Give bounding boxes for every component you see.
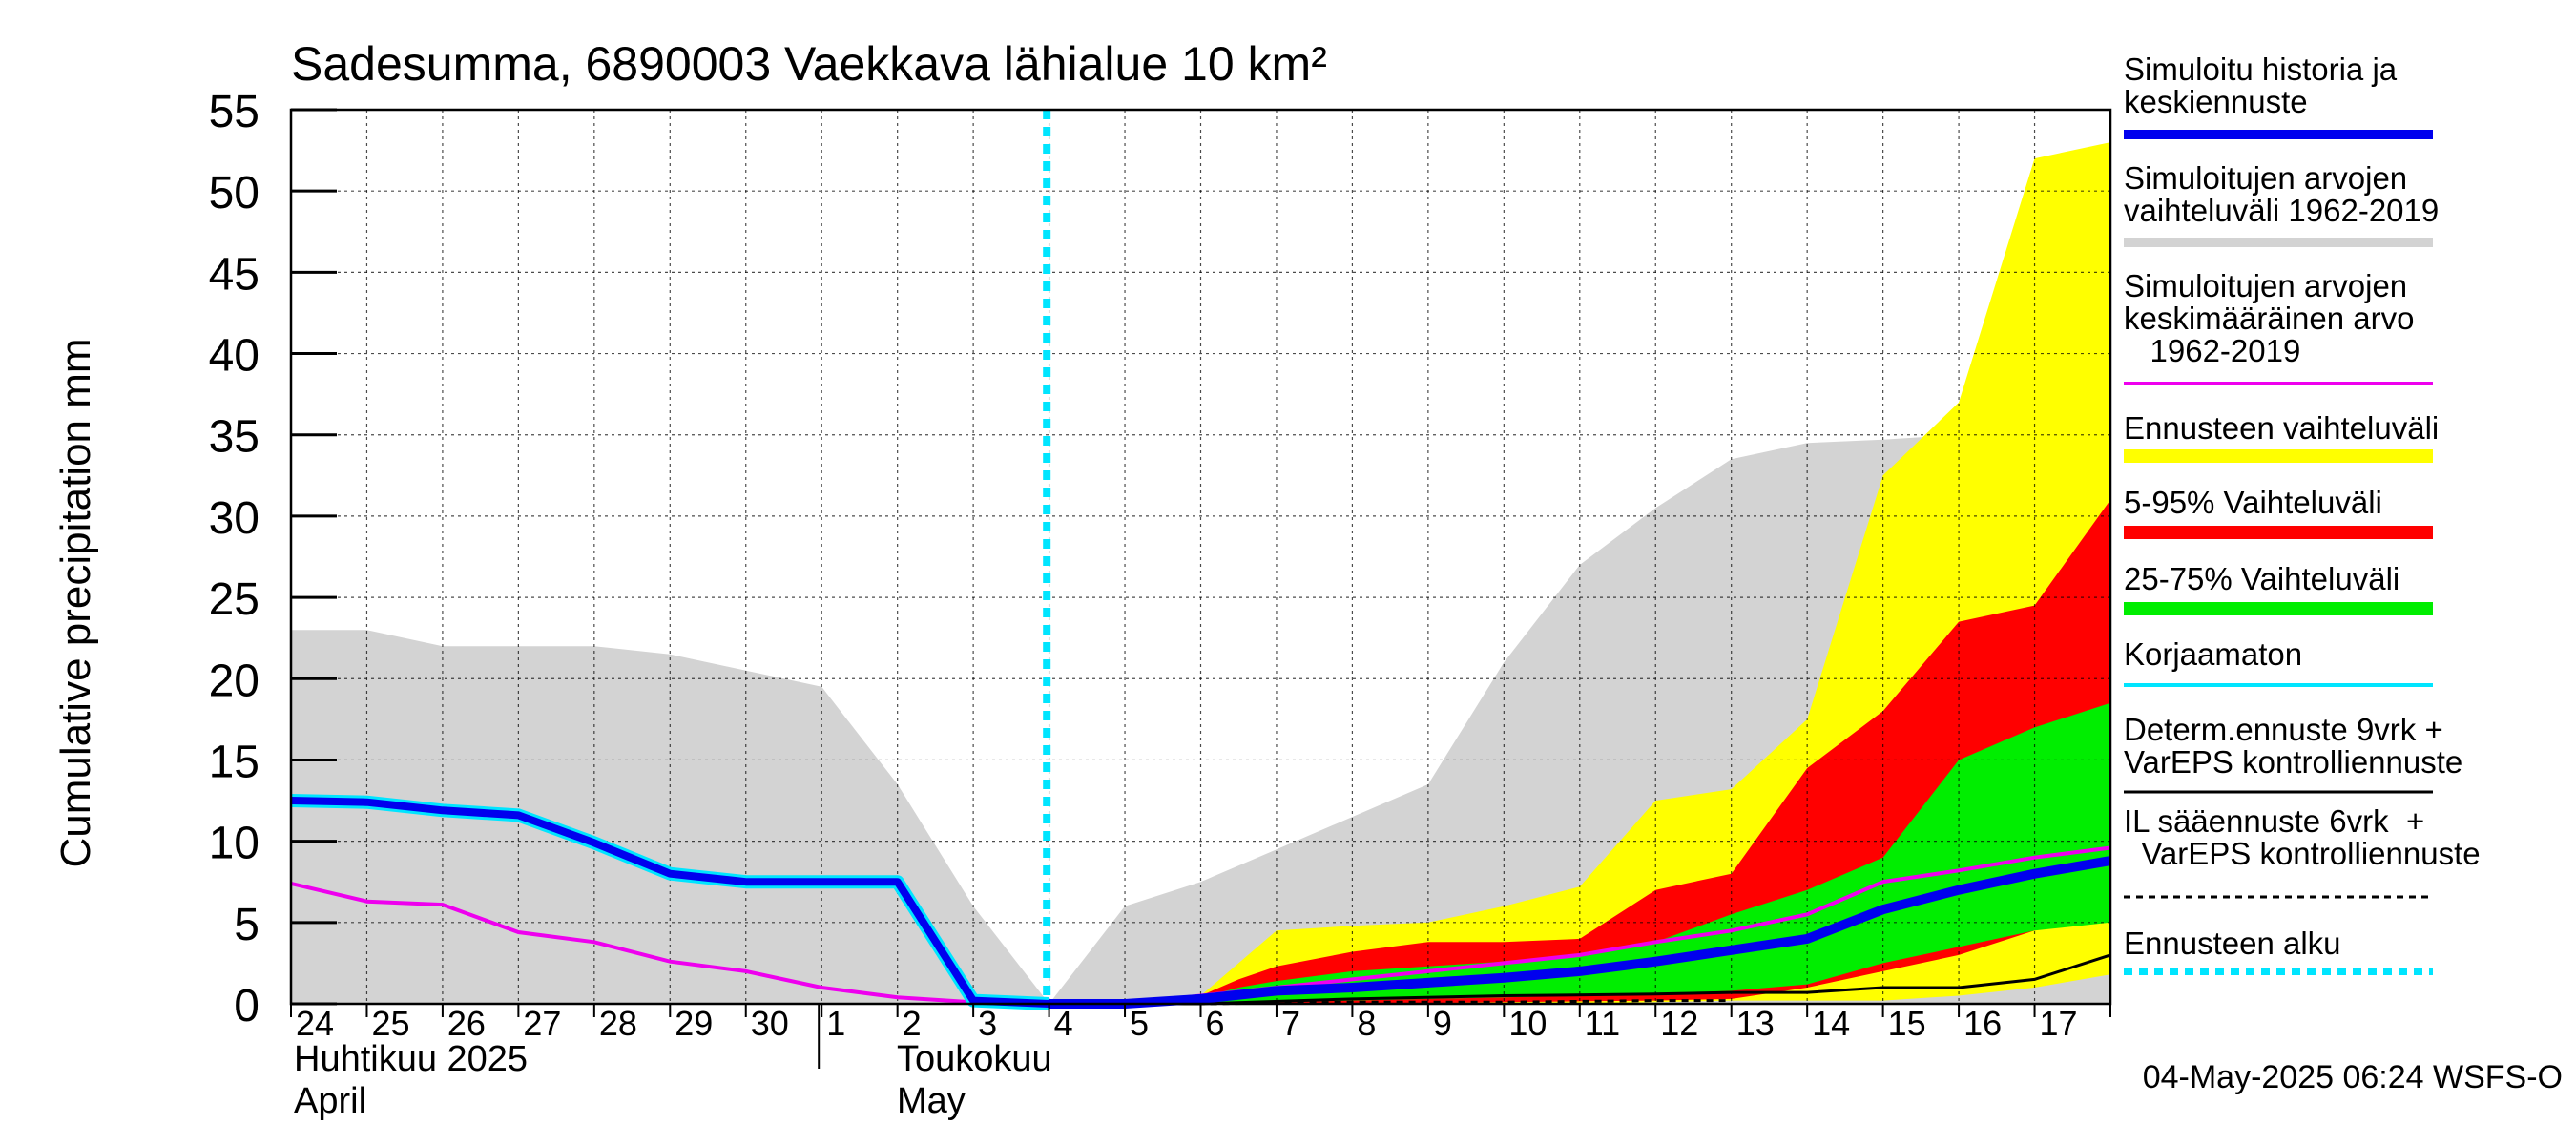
x-tick-label: 16 bbox=[1963, 1004, 2002, 1043]
legend-label: Simuloitujen arvojen bbox=[2124, 160, 2407, 196]
x-tick-label: 6 bbox=[1206, 1004, 1225, 1043]
month-label-april-fi: Huhtikuu 2025 bbox=[294, 1039, 528, 1079]
x-tick-label: 2 bbox=[903, 1004, 922, 1043]
legend-label: keskimääräinen arvo bbox=[2124, 301, 2414, 336]
x-tick-label: 9 bbox=[1433, 1004, 1452, 1043]
legend-label: Korjaamaton bbox=[2124, 636, 2302, 672]
y-tick-label: 40 bbox=[209, 331, 260, 382]
x-tick-label: 1 bbox=[826, 1004, 845, 1043]
y-tick-label: 10 bbox=[209, 819, 260, 869]
legend-label: Simuloitujen arvojen bbox=[2124, 268, 2407, 303]
y-tick-label: 15 bbox=[209, 737, 260, 787]
y-tick-label: 20 bbox=[209, 656, 260, 706]
legend-label: keskiennuste bbox=[2124, 84, 2308, 119]
legend-label: 5-95% Vaihteluväli bbox=[2124, 485, 2382, 520]
line-determ-forecast bbox=[1049, 953, 2111, 1006]
y-tick-label: 35 bbox=[209, 412, 260, 463]
y-tick-label: 25 bbox=[209, 574, 260, 625]
line-history bbox=[290, 797, 1049, 1008]
legend-label: 25-75% Vaihteluväli bbox=[2124, 561, 2399, 596]
timestamp: 04-May-2025 06:24 WSFS-O bbox=[2143, 1059, 2563, 1095]
legend-label: Ennusteen vaihteluväli bbox=[2124, 410, 2439, 446]
line-forecast-mean bbox=[1049, 856, 2111, 1009]
legend-label: VarEPS kontrolliennuste bbox=[2124, 744, 2462, 780]
chart-title: Sadesumma, 6890003 Vaekkava lähialue 10 … bbox=[291, 37, 1327, 91]
legend-label: Ennusteen alku bbox=[2124, 926, 2341, 961]
x-tick-label: 7 bbox=[1281, 1004, 1300, 1043]
y-tick-label: 30 bbox=[209, 493, 260, 544]
x-tick-label: 26 bbox=[447, 1004, 486, 1043]
legend-label: vaihteluväli 1962-2019 bbox=[2124, 193, 2439, 228]
x-tick-label: 14 bbox=[1812, 1004, 1850, 1043]
month-label-may-en: May bbox=[897, 1081, 966, 1121]
legend-label: Determ.ennuste 9vrk + bbox=[2124, 712, 2443, 747]
y-tick-label: 55 bbox=[209, 87, 260, 137]
x-tick-label: 11 bbox=[1585, 1004, 1620, 1043]
y-tick-label: 45 bbox=[209, 249, 260, 300]
y-tick-label: 5 bbox=[234, 900, 260, 950]
x-tick-label: 25 bbox=[371, 1004, 409, 1043]
y-tick-label: 0 bbox=[234, 981, 260, 1031]
x-tick-label: 15 bbox=[1888, 1004, 1926, 1043]
x-tick-label: 3 bbox=[978, 1004, 997, 1043]
x-tick-label: 28 bbox=[599, 1004, 637, 1043]
x-tick-label: 17 bbox=[2040, 1004, 2078, 1043]
x-tick-label: 24 bbox=[296, 1004, 334, 1043]
x-tick-label: 29 bbox=[675, 1004, 713, 1043]
month-label-april-en: April bbox=[294, 1081, 366, 1121]
legend-label: 1962-2019 bbox=[2124, 333, 2300, 368]
x-tick-label: 10 bbox=[1508, 1004, 1547, 1043]
month-label-may-fi: Toukokuu bbox=[897, 1039, 1052, 1079]
legend-label: Simuloitu historia ja bbox=[2124, 52, 2398, 87]
x-tick-label: 4 bbox=[1054, 1004, 1073, 1043]
x-tick-label: 13 bbox=[1736, 1004, 1775, 1043]
y-tick-label: 50 bbox=[209, 168, 260, 219]
x-tick-label: 12 bbox=[1660, 1004, 1698, 1043]
legend-label: IL sääennuste 6vrk + bbox=[2124, 803, 2424, 839]
x-tick-label: 5 bbox=[1130, 1004, 1149, 1043]
x-tick-label: 8 bbox=[1357, 1004, 1376, 1043]
x-tick-label: 30 bbox=[751, 1004, 789, 1043]
y-axis-label: Cumulative precipitation mm bbox=[52, 338, 99, 867]
x-tick-label: 27 bbox=[523, 1004, 561, 1043]
legend-label: VarEPS kontrolliennuste bbox=[2124, 836, 2481, 871]
